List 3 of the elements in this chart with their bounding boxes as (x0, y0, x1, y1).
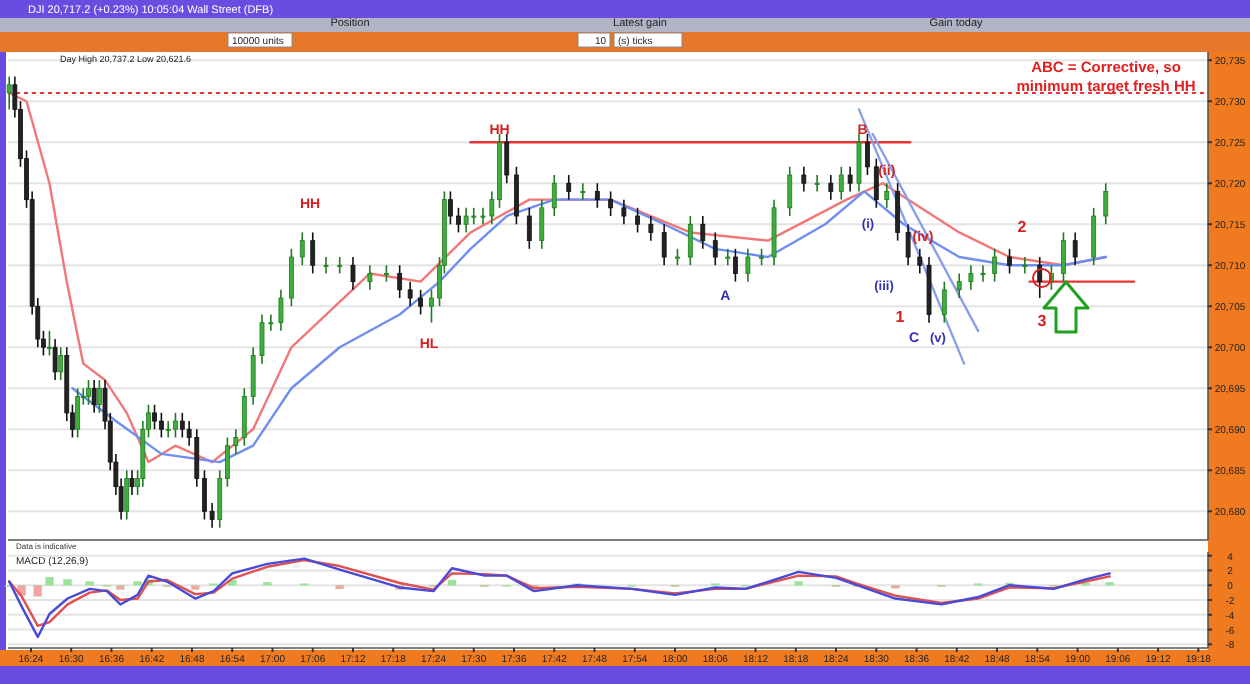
annotation: 3 (1037, 312, 1048, 330)
annotation: 2 (1017, 218, 1028, 236)
annotation: 1 (895, 308, 906, 326)
